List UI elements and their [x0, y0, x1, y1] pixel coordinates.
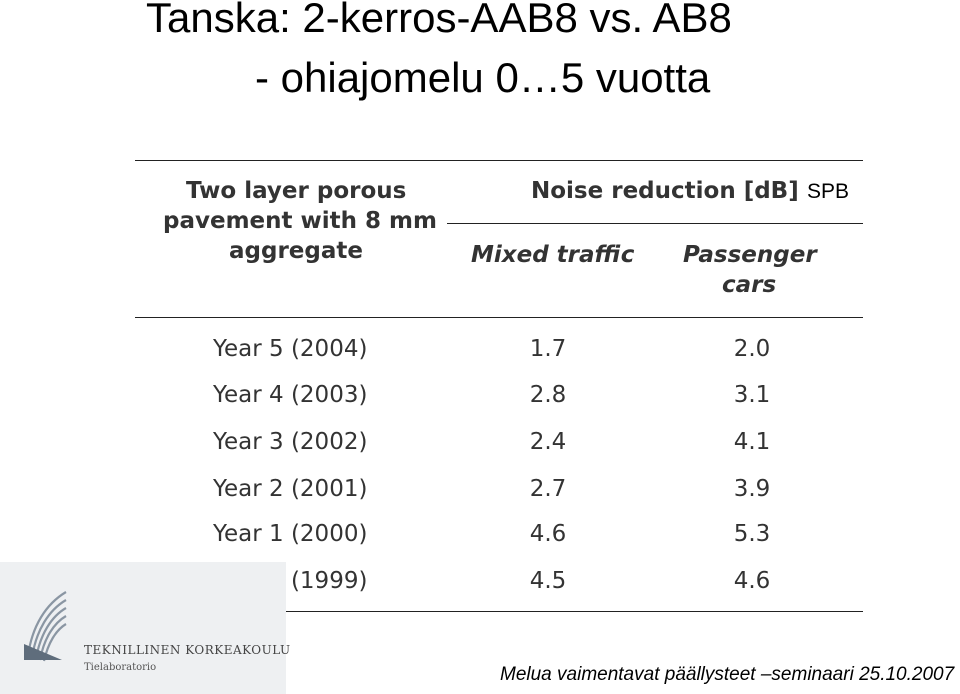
row-mixed-value: 4.6: [529, 521, 567, 547]
table-header-bottom-rule: [135, 317, 863, 318]
row-mixed-value: 2.4: [529, 429, 567, 455]
row-passenger-value: 5.3: [733, 521, 771, 547]
header-mixed-traffic: Mixed traffic: [471, 242, 635, 268]
slide-title-line2: - ohiajomelu 0…5 vuotta: [255, 54, 711, 101]
spb-label: SPB: [807, 180, 850, 203]
row-mixed-value: 2.8: [529, 382, 567, 408]
university-logo-icon: [24, 591, 67, 662]
row-year-label: Year 2 (2001): [213, 476, 368, 502]
row-passenger-value: 4.1: [733, 429, 771, 455]
header-pavement-line2: pavement with 8 mm: [163, 208, 437, 234]
row-mixed-value: 2.7: [529, 476, 567, 502]
logo-text-university: TEKNILLINEN KORKEAKOULU: [84, 643, 291, 657]
row-passenger-value: 4.6: [733, 568, 771, 594]
table-bottom-rule: [135, 611, 863, 612]
row-year-label: Year 1 (2000): [213, 521, 368, 547]
table-top-rule: [135, 160, 863, 161]
row-mixed-value: 4.5: [529, 568, 567, 594]
table-panel: [60, 118, 924, 618]
table-header-rule: [447, 223, 863, 224]
row-passenger-value: 3.1: [733, 382, 771, 408]
row-passenger-value: 3.9: [733, 476, 771, 502]
row-year-label: Year 5 (2004): [213, 336, 368, 362]
row-mixed-value: 1.7: [529, 336, 567, 362]
slide-title-line1: Tanska: 2-kerros-AAB8 vs. AB8: [146, 0, 732, 41]
header-pavement-line1: Two layer porous: [186, 178, 407, 204]
row-year-label: Year 3 (2002): [213, 429, 368, 455]
logo-text-department: Tielaboratorio: [84, 662, 157, 673]
header-passenger-line1: Passenger: [683, 242, 817, 268]
header-noise-reduction: Noise reduction [dB]: [531, 178, 799, 204]
slide-footer: Melua vaimentavat päällysteet –seminaari…: [500, 664, 955, 685]
row-year-label: Year 4 (2003): [213, 382, 368, 408]
row-passenger-value: 2.0: [733, 336, 771, 362]
header-passenger-line2: cars: [722, 272, 777, 298]
header-pavement-line3: aggregate: [229, 238, 363, 264]
